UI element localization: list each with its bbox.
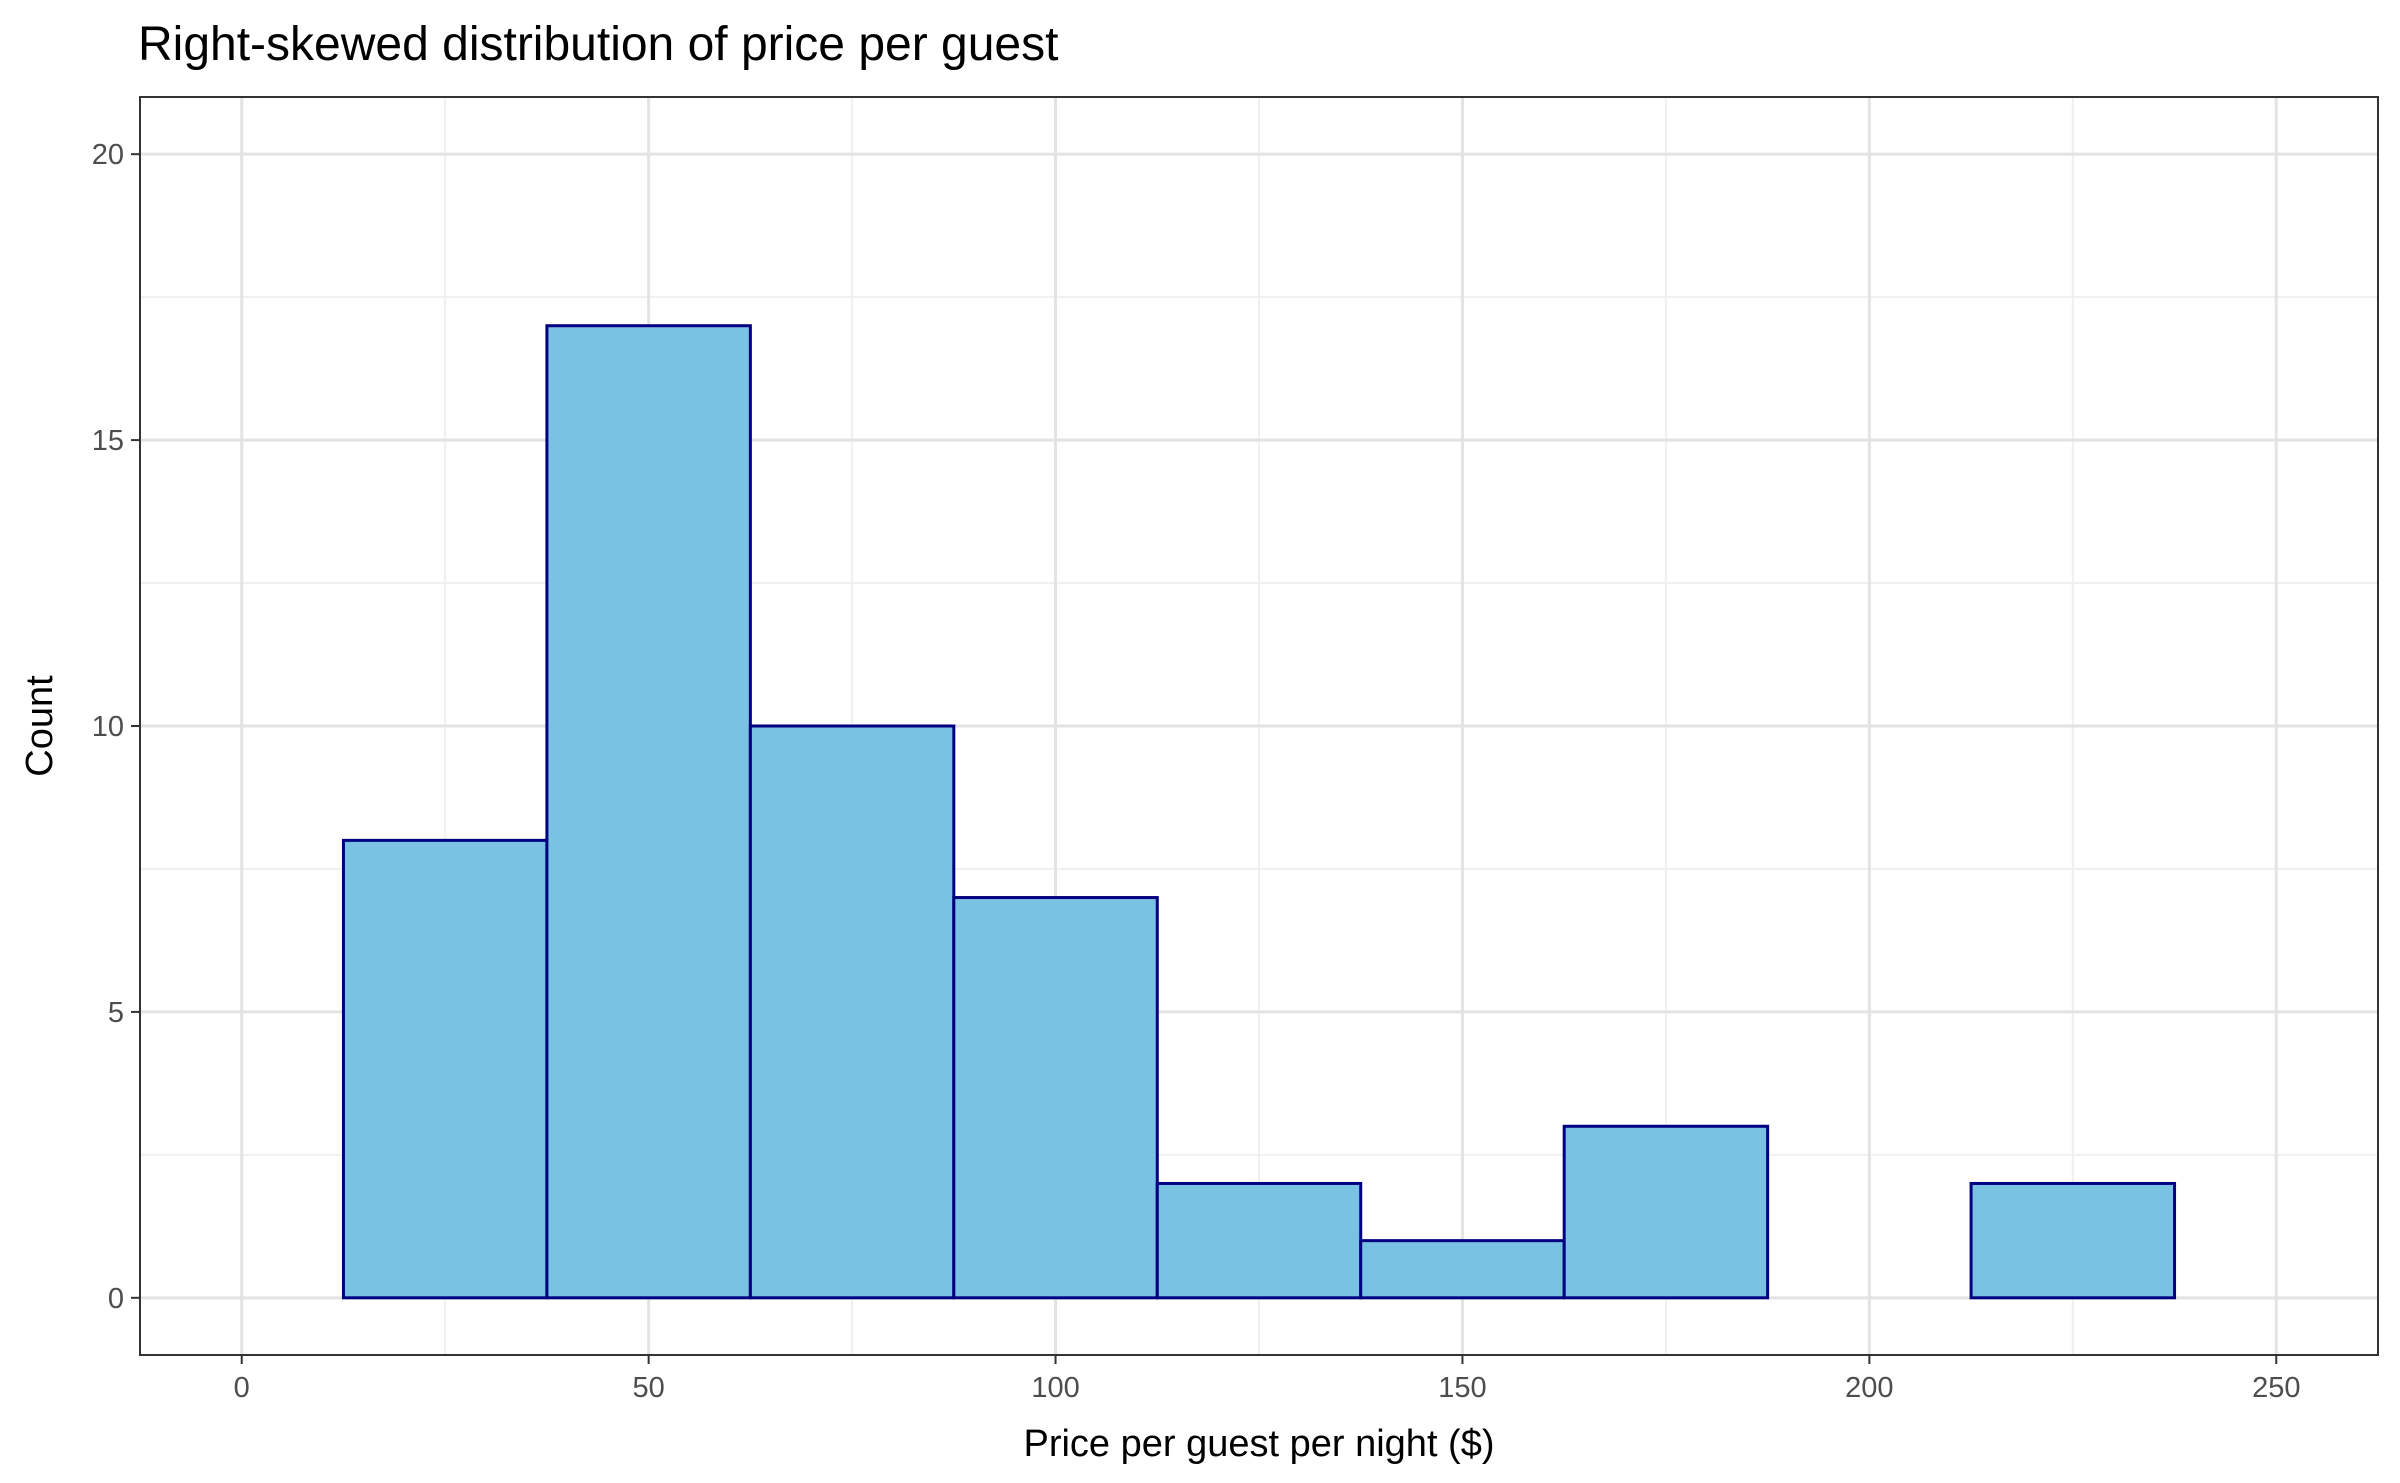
- x-tick-label: 200: [1845, 1372, 1893, 1404]
- histogram-bar: [1969, 1181, 2177, 1300]
- histogram-bar: [1155, 1181, 1363, 1300]
- chart-title: Right-skewed distribution of price per g…: [138, 18, 1058, 71]
- y-tick-label: 5: [108, 997, 124, 1029]
- x-tick-label: 50: [633, 1372, 665, 1404]
- y-tick-label: 0: [108, 1283, 124, 1315]
- histogram-bar: [341, 838, 549, 1300]
- x-tick-label: 100: [1031, 1372, 1079, 1404]
- histogram-bar: [545, 324, 752, 1300]
- histogram-bars: [341, 324, 2177, 1300]
- y-tick-label: 10: [92, 711, 124, 743]
- histogram-bar: [748, 724, 956, 1300]
- axis-ticks: [131, 153, 2278, 1364]
- x-tick-label: 0: [234, 1372, 250, 1404]
- y-tick-label: 15: [92, 425, 124, 457]
- x-axis-title: Price per guest per night ($): [1023, 1423, 1494, 1465]
- y-axis-title: Count: [19, 675, 61, 777]
- y-tick-label: 20: [92, 139, 124, 171]
- tick-labels: 0 50 100 150 200 250 0 5 10 15 20: [92, 139, 2301, 1404]
- x-tick-label: 250: [2252, 1372, 2300, 1404]
- histogram-bar: [952, 896, 1159, 1300]
- x-tick-label: 150: [1438, 1372, 1486, 1404]
- histogram-bar: [1562, 1124, 1770, 1300]
- histogram-bar: [1359, 1239, 1566, 1300]
